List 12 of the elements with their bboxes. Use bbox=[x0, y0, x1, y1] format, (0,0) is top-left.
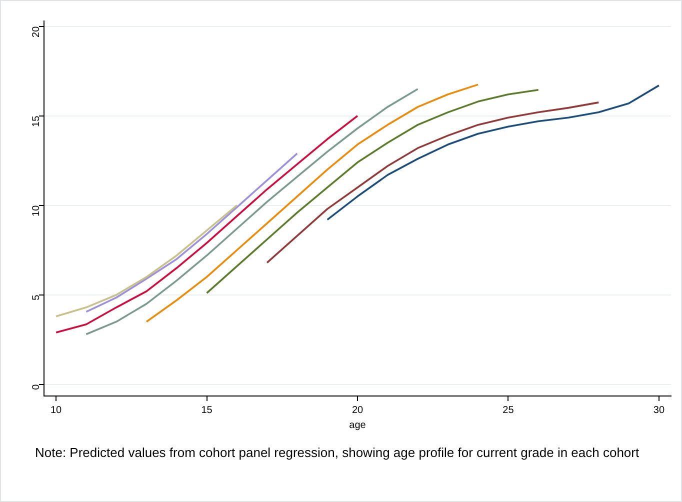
x-tick-label: 20 bbox=[352, 404, 364, 416]
y-tick-label: 15 bbox=[30, 115, 42, 127]
x-tick-label: 25 bbox=[502, 404, 514, 416]
x-tick-label: 15 bbox=[201, 404, 213, 416]
y-tick-label: 0 bbox=[30, 384, 42, 390]
y-tick-label: 20 bbox=[30, 26, 42, 38]
text: Note: Predicted values from cohort panel regression, showing age profile for current grade in each cohort bbox=[35, 445, 640, 460]
y-tick-label: 5 bbox=[30, 294, 42, 300]
x-tick-label: 10 bbox=[50, 404, 62, 416]
x-tick-label: 30 bbox=[653, 404, 665, 416]
x-axis-title: age bbox=[349, 420, 366, 431]
y-tick-label: 10 bbox=[30, 204, 42, 216]
